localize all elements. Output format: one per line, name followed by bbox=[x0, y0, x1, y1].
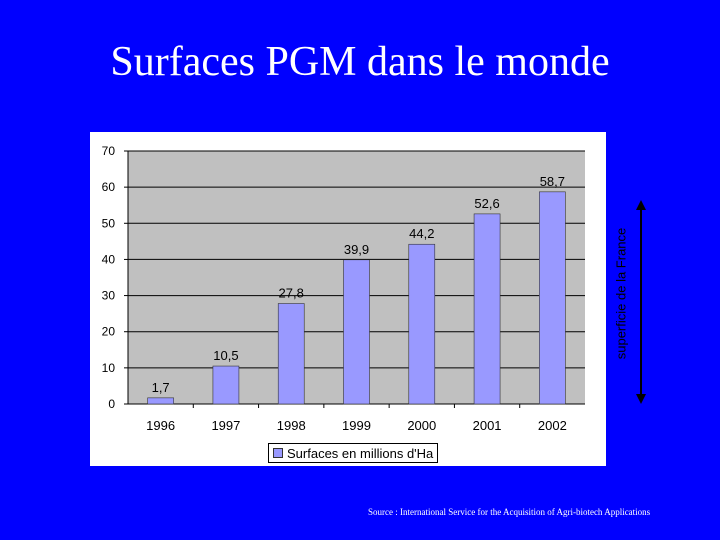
chart-panel: 0 10 20 30 40 50 60 70 1,7 1996 10,5 1997 27,8 1998 39… bbox=[90, 132, 606, 466]
y-tick-label: 40 bbox=[102, 252, 116, 266]
y-tick-label: 60 bbox=[102, 180, 116, 194]
bar-chart: 0 10 20 30 40 50 60 70 1,7 1996 10,5 1997 27,8 1998 39… bbox=[102, 144, 585, 433]
y-tick-label: 0 bbox=[108, 397, 115, 411]
data-label: 1,7 bbox=[152, 380, 170, 395]
france-area-label: superficie de la France bbox=[613, 227, 629, 359]
y-tick-label: 70 bbox=[102, 144, 116, 158]
bar bbox=[408, 243, 436, 405]
data-label: 10,5 bbox=[213, 348, 238, 363]
legend: Surfaces en millions d'Ha bbox=[268, 443, 439, 463]
data-label: 27,8 bbox=[279, 286, 304, 301]
y-tick-label: 10 bbox=[102, 361, 116, 375]
legend-label: Surfaces en millions d'Ha bbox=[287, 445, 434, 461]
x-tick-label: 2001 bbox=[473, 418, 502, 433]
double-arrow-icon bbox=[636, 200, 646, 404]
y-tick-label: 30 bbox=[102, 289, 116, 303]
data-label: 52,6 bbox=[474, 196, 499, 211]
legend-swatch bbox=[273, 448, 283, 458]
bar bbox=[147, 397, 174, 405]
bar bbox=[473, 213, 501, 405]
bar bbox=[539, 191, 566, 405]
data-label: 44,2 bbox=[409, 226, 434, 241]
x-tick-label: 2000 bbox=[407, 418, 436, 433]
data-label: 58,7 bbox=[540, 174, 565, 189]
bar bbox=[277, 303, 305, 405]
x-tick-label: 1996 bbox=[146, 418, 175, 433]
y-tick-label: 50 bbox=[102, 216, 116, 230]
x-tick-label: 1999 bbox=[342, 418, 371, 433]
bar bbox=[343, 259, 370, 405]
y-tick-label: 20 bbox=[102, 325, 116, 339]
slide-title: Surfaces PGM dans le monde bbox=[110, 39, 610, 85]
source-note: Source : International Service for the A… bbox=[368, 507, 651, 517]
data-label: 39,9 bbox=[344, 242, 369, 257]
x-tick-label: 1997 bbox=[211, 418, 240, 433]
x-tick-label: 2002 bbox=[538, 418, 567, 433]
side-label-box: superficie de la France bbox=[610, 200, 632, 386]
x-tick-label: 1998 bbox=[277, 418, 306, 433]
bar bbox=[212, 365, 240, 405]
